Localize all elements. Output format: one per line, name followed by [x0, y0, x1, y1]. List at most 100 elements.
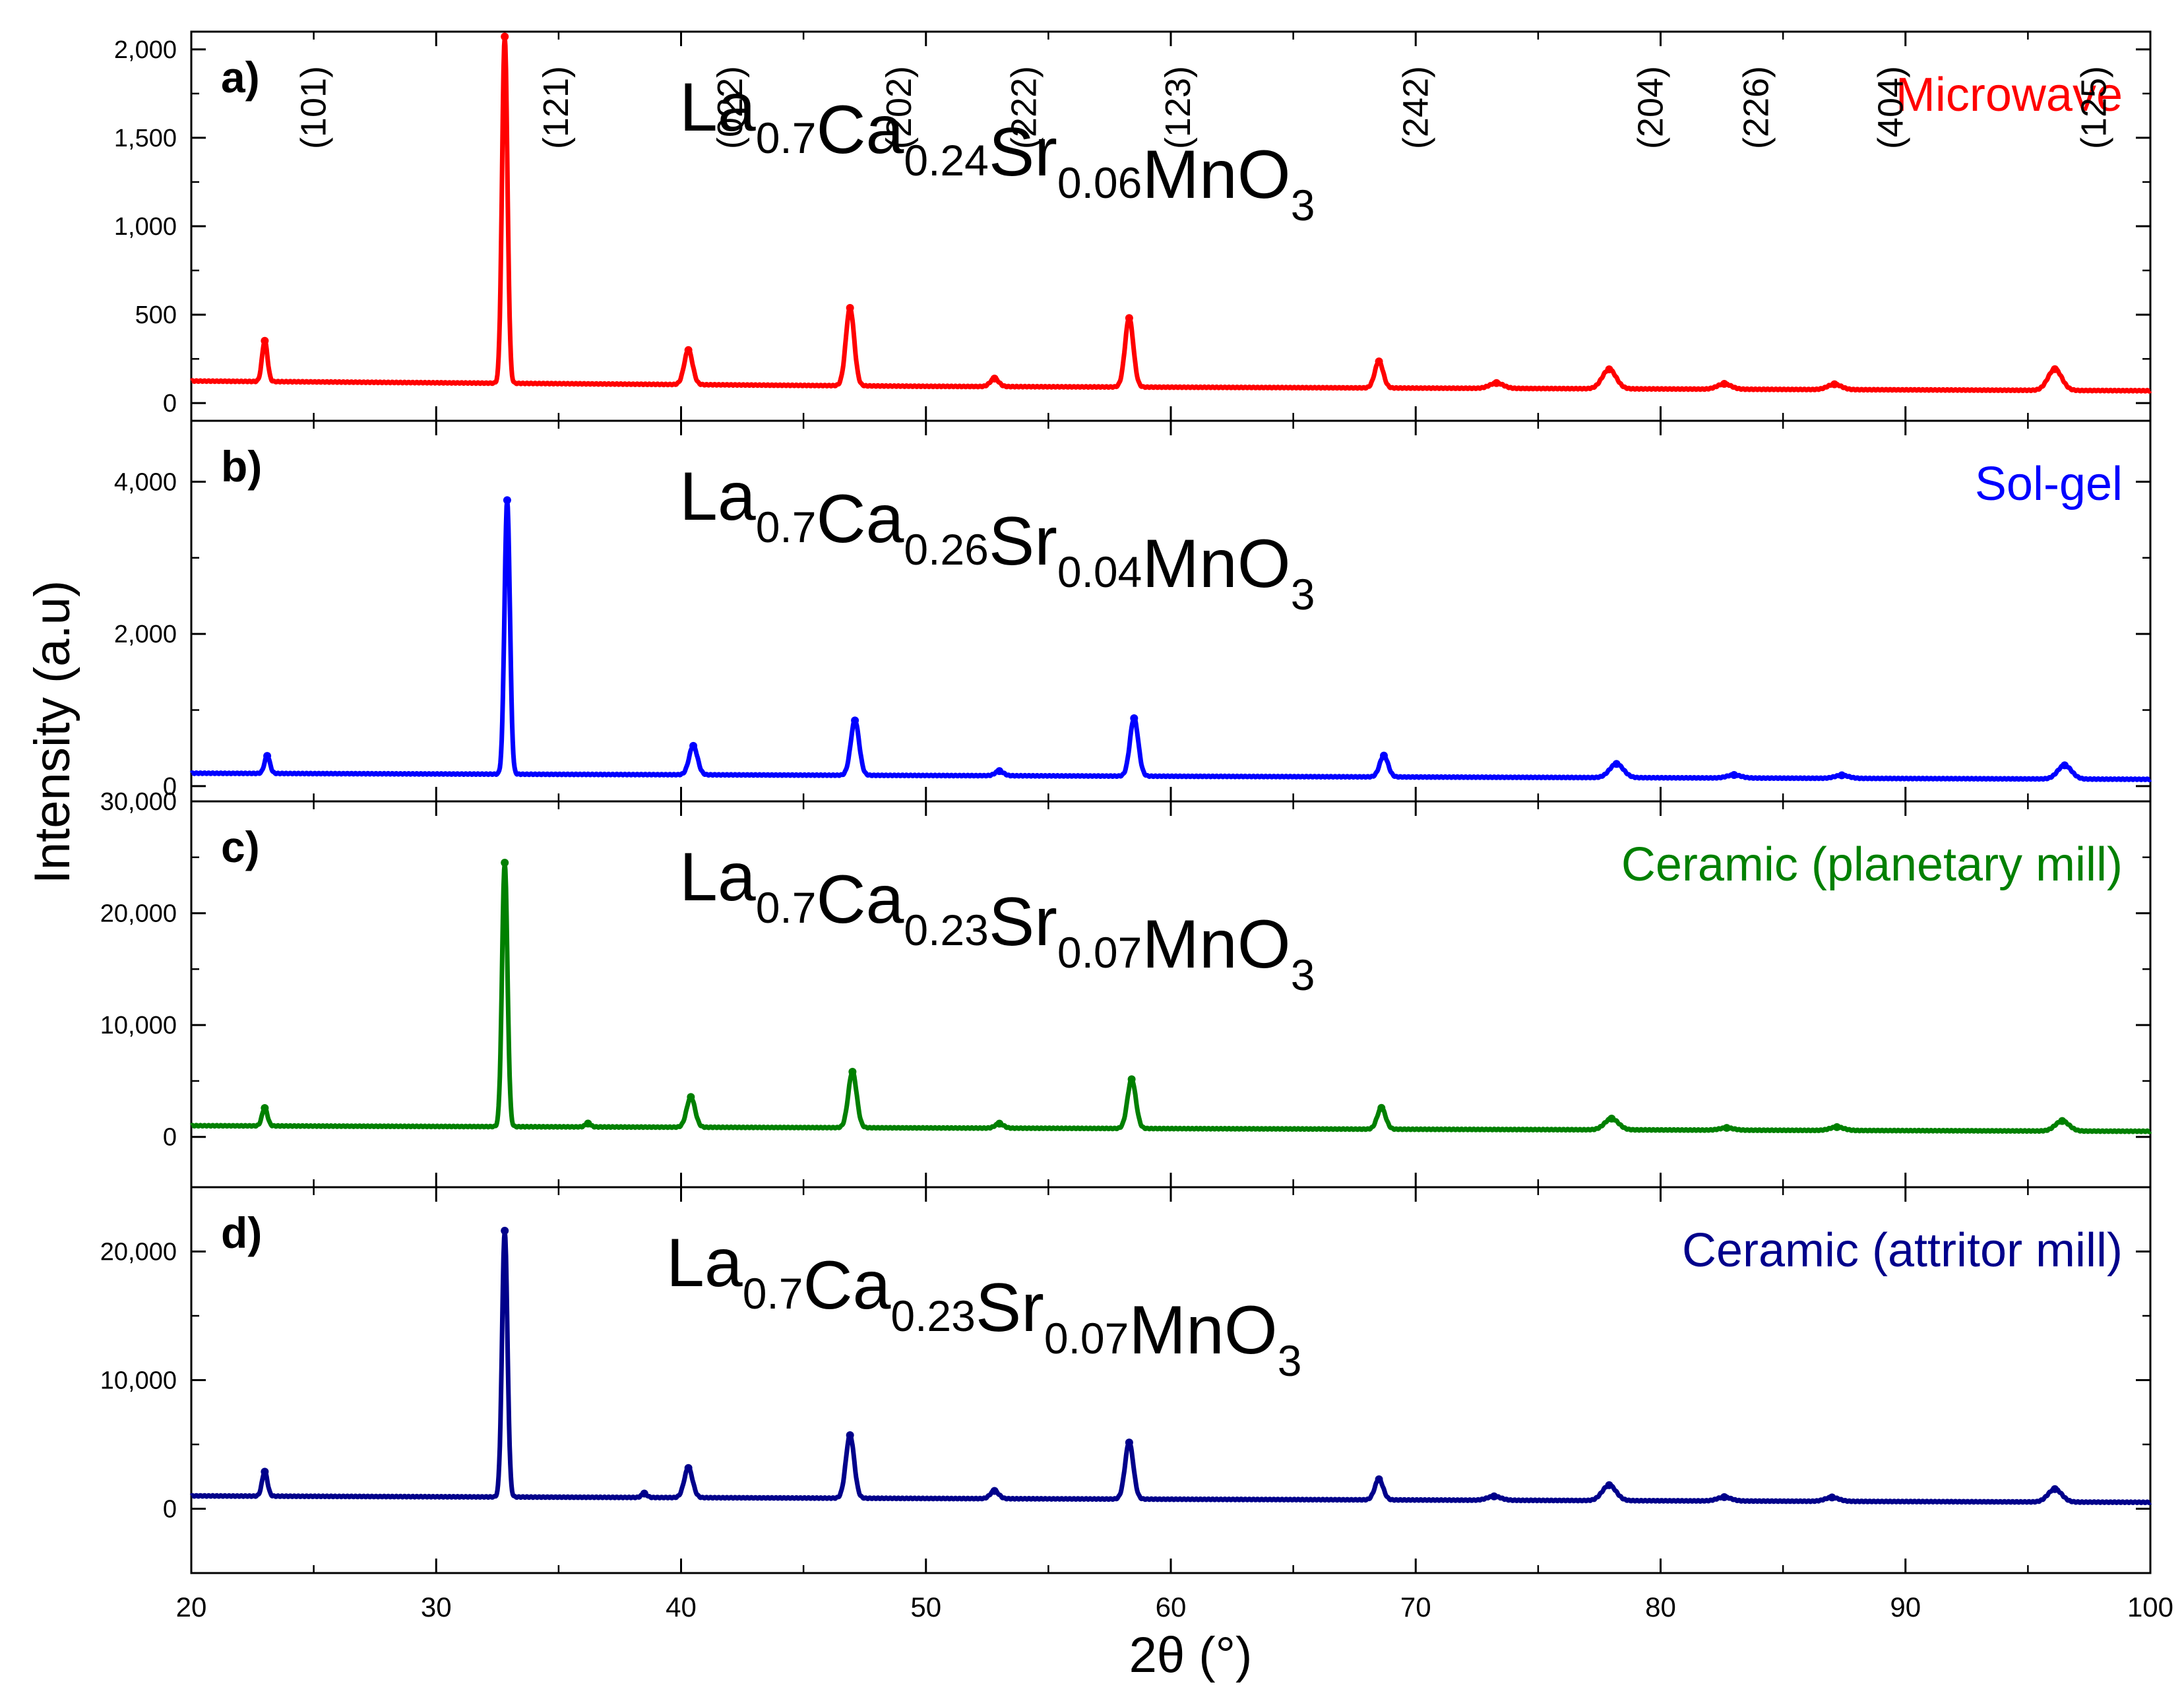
formula: La0.7Ca0.23Sr0.07MnO3: [666, 1225, 1301, 1385]
peak-marker: [1828, 1493, 1836, 1502]
miller-index: (123): [1158, 66, 1198, 149]
peak-marker: [995, 1119, 1004, 1128]
peak-marker: [501, 1227, 509, 1235]
peak-marker: [995, 767, 1004, 776]
peak-marker: [261, 1103, 269, 1112]
peak-marker: [1492, 379, 1501, 387]
pattern-line: [189, 861, 2152, 1134]
peak-marker: [1607, 1115, 1616, 1123]
peak-marker: [1127, 1075, 1136, 1084]
y-axis-title: Intensity (a.u): [24, 580, 80, 884]
panel-1: 0 500 1,000 1,500 2,000 a) La0.7Ca0.24Sr0.06Mn…: [114, 30, 2152, 422]
panel-2: 0 2,000 4,000 b) La0.7Ca0.26Sr0.04MnO3 Sol-ge…: [114, 419, 2152, 803]
peak-marker: [848, 1068, 857, 1076]
miller-index: (125): [2075, 66, 2114, 149]
peak-marker: [1838, 771, 1846, 780]
peak-marker: [1730, 770, 1738, 779]
miller-index: (404): [1871, 66, 1911, 149]
miller-index: (202): [879, 66, 919, 149]
y-tick-label: 0: [163, 1496, 177, 1524]
y-tick-label: 1,000: [114, 213, 177, 241]
y-tick-label: 0: [163, 1124, 177, 1152]
peak-marker: [684, 1464, 693, 1472]
miller-index: (222): [1004, 66, 1044, 149]
panel-3: 0 10,000 20,000 30,000 c) La0.7Ca0.23Sr0.07Mn…: [100, 788, 2152, 1189]
formula: La0.7Ca0.26Sr0.04MnO3: [679, 458, 1315, 619]
formula: La0.7Ca0.23Sr0.07MnO3: [679, 839, 1315, 999]
method-label: Sol-gel: [1975, 458, 2123, 510]
peak-marker: [1125, 314, 1133, 323]
panel-label: c): [221, 822, 260, 871]
peak-marker: [689, 741, 698, 750]
method-label: Ceramic (planetary mill): [1621, 838, 2123, 891]
formula: La0.7Ca0.24Sr0.06MnO3: [679, 69, 1315, 230]
x-tick-label: 90: [1890, 1592, 1921, 1623]
panel-label: d): [221, 1208, 262, 1257]
peak-marker: [1722, 1124, 1731, 1132]
pattern-line: [189, 1229, 2152, 1506]
peak-marker: [2058, 1117, 2067, 1125]
y-tick-label: 1,500: [114, 125, 177, 152]
peak-marker: [684, 346, 693, 354]
peak-marker: [640, 1489, 648, 1498]
method-label: Ceramic (attritor mill): [1682, 1224, 2123, 1277]
miller-index: (204): [1631, 66, 1671, 149]
peak-marker: [1377, 1103, 1386, 1112]
peak-marker: [1125, 1438, 1133, 1447]
y-tick-label: 2,000: [114, 36, 177, 64]
panel-label: b): [221, 442, 262, 491]
y-tick-label: 2,000: [114, 621, 177, 648]
pattern-line: [189, 497, 2152, 782]
peak-marker: [263, 752, 272, 760]
peak-marker: [501, 32, 509, 41]
peak-marker: [1720, 1493, 1729, 1501]
peak-marker: [2051, 365, 2059, 373]
peak-marker: [1379, 751, 1388, 760]
peak-marker: [584, 1119, 592, 1128]
x-tick-label: 20: [176, 1592, 207, 1623]
x-tick-label: 50: [910, 1592, 941, 1623]
peak-marker: [261, 1468, 269, 1476]
peak-marker: [1720, 380, 1729, 388]
peak-marker: [503, 496, 511, 505]
peak-marker: [687, 1093, 695, 1101]
miller-index: (242): [1396, 66, 1435, 149]
x-tick-label: 100: [2127, 1592, 2173, 1623]
peak-marker: [2061, 761, 2069, 770]
y-tick-label: 500: [135, 301, 177, 329]
y-tick-label: 10,000: [100, 1012, 177, 1039]
peak-marker: [851, 716, 859, 725]
y-tick-label: 10,000: [100, 1367, 177, 1395]
x-tick-label: 40: [666, 1592, 697, 1623]
panel-4: 0 10,000 20,000 d) La0.7Ca0.23Sr0.07MnO3 Cera…: [100, 1186, 2152, 1574]
x-axis-title: 2θ (°): [1129, 1627, 1253, 1683]
y-tick-label: 20,000: [100, 900, 177, 928]
y-tick-label: 0: [163, 773, 177, 801]
y-tick-label: 30,000: [100, 788, 177, 816]
pattern-line: [189, 34, 2152, 394]
peak-marker: [1605, 365, 1613, 373]
peak-marker: [1612, 760, 1621, 768]
x-tick-label: 60: [1156, 1592, 1187, 1623]
miller-index: (022): [710, 66, 750, 149]
peak-marker: [261, 336, 269, 345]
panel-label: a): [221, 53, 260, 102]
peak-marker: [1832, 1123, 1841, 1131]
x-tick-label: 80: [1645, 1592, 1676, 1623]
miller-index: (121): [536, 66, 576, 149]
y-tick-label: 20,000: [100, 1239, 177, 1266]
x-tick-label: 70: [1400, 1592, 1431, 1623]
method-label: Microwave: [1896, 69, 2123, 121]
x-tick-label: 30: [421, 1592, 452, 1623]
peak-marker: [1490, 1492, 1499, 1500]
peak-marker: [1375, 1475, 1383, 1483]
peak-marker: [501, 859, 509, 867]
peak-marker: [1605, 1481, 1613, 1489]
y-tick-label: 4,000: [114, 468, 177, 496]
peak-marker: [1130, 714, 1139, 723]
peak-marker: [846, 303, 854, 312]
peak-marker: [1375, 357, 1383, 365]
y-tick-label: 0: [163, 390, 177, 418]
miller-index: (101): [294, 66, 334, 149]
